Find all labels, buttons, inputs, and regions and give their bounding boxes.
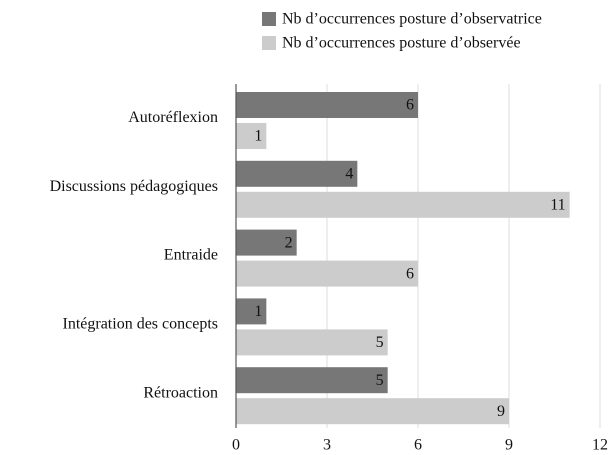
- value-label: 4: [345, 165, 353, 182]
- bar: [236, 260, 418, 287]
- bar: [236, 329, 388, 356]
- value-label: 5: [376, 372, 384, 389]
- bar: [236, 367, 388, 394]
- value-label: 5: [376, 334, 384, 351]
- y-tick-label: Entraide: [164, 247, 218, 264]
- value-label: 11: [550, 196, 565, 213]
- y-tick-label: Intégration des concepts: [63, 315, 219, 332]
- x-tick-label: 9: [505, 437, 513, 454]
- value-label: 6: [406, 97, 414, 114]
- x-tick-label: 12: [592, 437, 608, 454]
- legend-label: Nb d’occurrences posture d’observée: [282, 35, 521, 52]
- bar: [236, 298, 267, 325]
- bar: [236, 229, 297, 256]
- bar: [236, 160, 358, 187]
- value-label: 1: [254, 303, 262, 320]
- x-tick-label: 6: [414, 437, 422, 454]
- value-label: 6: [406, 265, 414, 282]
- y-tick-label: Discussions pédagogiques: [50, 178, 218, 195]
- bar: [236, 123, 267, 149]
- legend-swatch: [262, 12, 276, 26]
- value-label: 1: [254, 128, 262, 145]
- y-tick-label: Autoréflexion: [128, 109, 218, 126]
- legend-label: Nb d’occurrences posture d’observatrice: [282, 11, 542, 28]
- x-tick-label: 3: [323, 437, 331, 454]
- x-tick-label: 0: [232, 437, 240, 454]
- y-tick-label: Rétroaction: [143, 384, 218, 401]
- bar: [236, 92, 418, 118]
- value-label: 2: [285, 234, 293, 251]
- bar: [236, 398, 509, 425]
- value-label: 9: [497, 403, 505, 420]
- bar: [236, 191, 570, 218]
- legend-swatch: [262, 36, 276, 50]
